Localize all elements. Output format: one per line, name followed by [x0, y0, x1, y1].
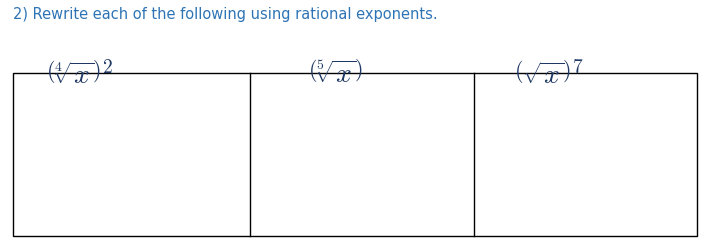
- Text: $\left(\sqrt[5]{x}\right)$: $\left(\sqrt[5]{x}\right)$: [308, 61, 364, 89]
- Text: $\left(\sqrt[4]{x}\right)^2$: $\left(\sqrt[4]{x}\right)^2$: [46, 61, 113, 89]
- Text: 2) Rewrite each of the following using rational exponents.: 2) Rewrite each of the following using r…: [13, 7, 437, 22]
- Text: $\left(\sqrt{x}\right)^7$: $\left(\sqrt{x}\right)^7$: [514, 61, 584, 89]
